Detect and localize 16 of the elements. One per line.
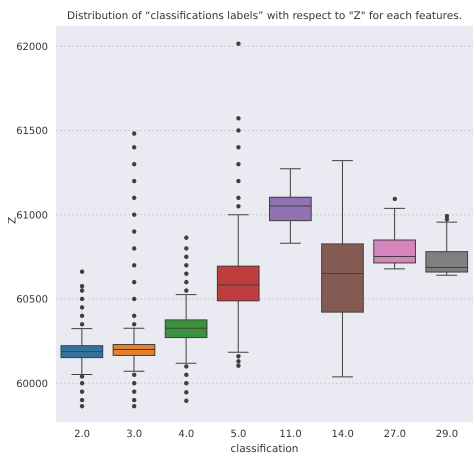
x-axis-title: classification (230, 443, 298, 454)
x-tick-label: 11.0 (279, 429, 302, 440)
y-tick-label: 60000 (16, 378, 48, 390)
x-tick-label: 29.0 (436, 429, 458, 440)
y-tick-label: 61000 (16, 210, 48, 222)
y-tick-label: 61500 (16, 126, 48, 138)
y-tick-label: 60500 (16, 294, 48, 306)
y-tick-label: 62000 (16, 42, 48, 53)
x-tick-label: 5.0 (230, 429, 246, 440)
x-tick-label: 27.0 (384, 429, 406, 440)
x-tick-label: 4.0 (178, 429, 194, 440)
y-axis-title: Z (6, 216, 19, 224)
x-tick-label: 14.0 (332, 429, 354, 440)
x-tick-label: 2.0 (74, 429, 90, 440)
x-tick-label: 3.0 (126, 429, 142, 440)
chart-title: Distribution of “classifications labels” with respect to "Z" for each features. (66, 10, 464, 22)
